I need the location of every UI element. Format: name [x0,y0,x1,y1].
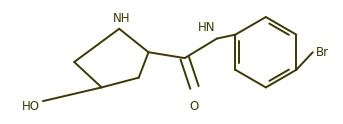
Text: Br: Br [316,46,329,59]
Text: NH: NH [113,12,130,25]
Text: O: O [190,100,199,113]
Text: HO: HO [22,100,39,113]
Text: HN: HN [198,21,215,34]
